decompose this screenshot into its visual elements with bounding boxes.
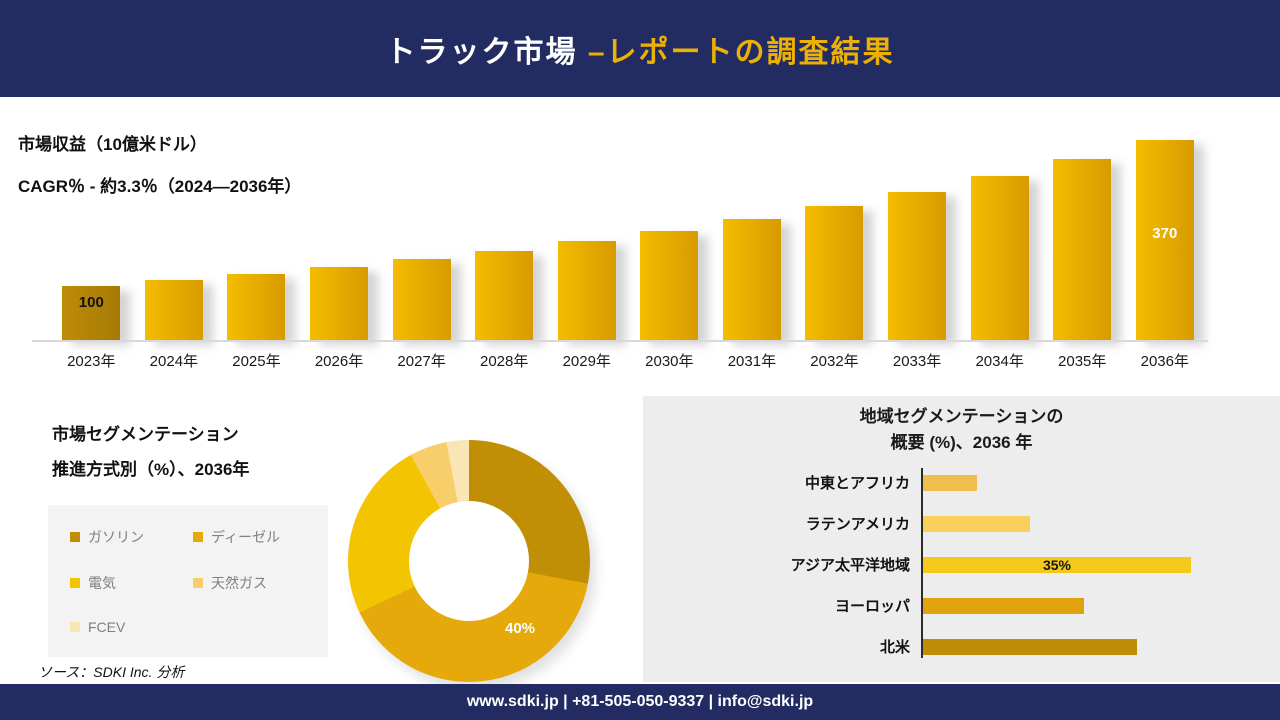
revenue-bar-column bbox=[545, 140, 628, 340]
legend-swatch bbox=[193, 532, 203, 542]
source-note: ソース：SDKI Inc. 分析 bbox=[38, 664, 185, 680]
legend-label: FCEV bbox=[88, 619, 126, 635]
x-axis-label: 2028年 bbox=[479, 353, 529, 370]
regional-title-line1: 地域セグメンテーションの bbox=[859, 407, 1064, 426]
revenue-bar-2032年 bbox=[805, 206, 864, 340]
page-title-gold: –レポートの調査結果 bbox=[587, 35, 895, 69]
region-row-ラテンアメリカ: ラテンアメリカ bbox=[660, 503, 1270, 544]
revenue-bar-column bbox=[876, 140, 959, 340]
revenue-bar-column bbox=[711, 140, 794, 340]
region-label: ラテンアメリカ bbox=[805, 516, 910, 533]
revenue-bar-column bbox=[298, 140, 381, 340]
region-bar-アジア太平洋地域: 35% bbox=[923, 556, 1191, 573]
revenue-bar-column: 370 bbox=[1124, 140, 1207, 340]
revenue-bar-column bbox=[463, 140, 546, 340]
donut-chart bbox=[348, 440, 590, 682]
regional-panel-background bbox=[643, 396, 1280, 682]
donut-legend: ガソリン ディーゼル電気 天然ガス FCEV bbox=[48, 505, 328, 657]
revenue-bar-column bbox=[628, 140, 711, 340]
revenue-bar-column bbox=[380, 140, 463, 340]
x-axis-labels: 2023年 2024年 2025年 2026年 2027年 2028年 2029年 2030年… bbox=[50, 350, 1206, 371]
legend-item-ガソリン: ガソリン bbox=[70, 527, 183, 547]
x-axis-label: 2027年 bbox=[397, 353, 446, 370]
region-label: ヨーロッパ bbox=[834, 598, 910, 615]
page-title-white: トラック市場 bbox=[385, 35, 588, 69]
region-label: アジア太平洋地域 bbox=[790, 557, 910, 574]
legend-item-ディーゼル: ディーゼル bbox=[193, 527, 306, 547]
revenue-bar-2034年 bbox=[970, 176, 1029, 340]
regional-bars: 中東とアフリカ ラテンアメリカアジア太平洋地域 35% ヨーロッパ北米 bbox=[660, 462, 1270, 667]
revenue-bar-column bbox=[215, 140, 298, 340]
revenue-bar-column bbox=[1041, 140, 1124, 340]
revenue-bar-column bbox=[133, 140, 216, 340]
region-bar-北米 bbox=[923, 638, 1137, 655]
x-axis-label: 2029年 bbox=[562, 353, 611, 370]
legend-swatch bbox=[70, 578, 80, 588]
region-bar-ラテンアメリカ bbox=[923, 515, 1030, 532]
region-row-アジア太平洋地域: アジア太平洋地域 35% bbox=[660, 544, 1270, 585]
region-label: 北米 bbox=[879, 639, 910, 656]
legend-label: 天然ガス bbox=[211, 575, 267, 591]
x-axis-label: 2032年 bbox=[810, 353, 859, 370]
regional-title-line2: 概要 (%)、2036 年 bbox=[890, 433, 1033, 452]
x-axis-label: 2036年 bbox=[1140, 353, 1189, 370]
footer-contact-text: www.sdki.jp | +81-505-050-9337 | info@sd… bbox=[466, 693, 814, 710]
x-axis-label: 2031年 bbox=[727, 353, 777, 370]
revenue-chart-title: 市場収益（10億米ドル） bbox=[18, 135, 207, 154]
donut-value-label: 40% bbox=[505, 620, 536, 637]
revenue-bar-2027年 bbox=[392, 259, 451, 340]
regional-y-axis-line bbox=[921, 468, 923, 658]
x-axis-label: 2033年 bbox=[892, 353, 942, 370]
revenue-bar-2025年 bbox=[227, 274, 286, 340]
revenue-bar-column: 100 bbox=[50, 140, 133, 340]
region-bar-ヨーロッパ bbox=[923, 597, 1084, 614]
region-label: 中東とアフリカ bbox=[804, 475, 910, 492]
header-banner: トラック市場 –レポートの調査結果 bbox=[0, 0, 1280, 97]
revenue-bar-2024年 bbox=[144, 280, 203, 340]
region-row-中東とアフリカ: 中東とアフリカ bbox=[660, 462, 1270, 503]
legend-item-FCEV: FCEV bbox=[70, 619, 183, 635]
legend-swatch bbox=[70, 532, 80, 542]
revenue-bar-2033年 bbox=[888, 192, 947, 340]
page-title: トラック市場 –レポートの調査結果 bbox=[385, 27, 894, 71]
x-axis-label: 2030年 bbox=[645, 353, 694, 370]
revenue-chart-cagr: CAGR％ - 約3.3％（2024―2036年） bbox=[18, 177, 302, 196]
revenue-bar-2029年 bbox=[557, 241, 616, 340]
revenue-bar-2031年 bbox=[722, 219, 781, 340]
legend-label: ガソリン bbox=[88, 529, 144, 545]
bar-value-label: 100 bbox=[78, 294, 104, 311]
legend-label: 電気 bbox=[88, 575, 116, 591]
legend-item-電気: 電気 bbox=[70, 573, 183, 593]
x-axis-label: 2024年 bbox=[149, 353, 199, 370]
x-axis-label: 2025年 bbox=[232, 353, 281, 370]
revenue-bar-2030年 bbox=[640, 231, 699, 340]
segmentation-title-line1: 市場セグメンテーション bbox=[52, 425, 239, 444]
x-axis-label: 2034年 bbox=[975, 353, 1024, 370]
legend-label: ディーゼル bbox=[211, 529, 281, 545]
footer-bar: www.sdki.jp | +81-505-050-9337 | info@sd… bbox=[0, 684, 1280, 720]
bar-value-label: 370 bbox=[1152, 225, 1178, 242]
legend-item-天然ガス: 天然ガス bbox=[193, 573, 306, 593]
revenue-bars: 100 370 bbox=[50, 140, 1206, 340]
revenue-bar-column bbox=[958, 140, 1041, 340]
x-axis-label: 2026年 bbox=[314, 353, 364, 370]
revenue-bar-2036年: 370 bbox=[1135, 140, 1194, 340]
region-bar-中東とアフリカ bbox=[923, 474, 977, 491]
x-axis-line bbox=[32, 340, 1208, 342]
segmentation-title-line2: 推進方式別（%）、2036年 bbox=[52, 460, 250, 479]
legend-swatch bbox=[193, 578, 203, 588]
revenue-bar-2035年 bbox=[1053, 159, 1112, 340]
revenue-bar-2026年 bbox=[310, 267, 369, 340]
revenue-bar-2023年: 100 bbox=[62, 286, 121, 340]
region-row-ヨーロッパ: ヨーロッパ bbox=[660, 585, 1270, 626]
revenue-bar-column bbox=[793, 140, 876, 340]
region-bar-value-label: 35% bbox=[1042, 556, 1072, 573]
region-row-北米: 北米 bbox=[660, 626, 1270, 667]
revenue-bar-2028年 bbox=[475, 251, 534, 340]
x-axis-label: 2023年 bbox=[67, 353, 116, 370]
legend-swatch bbox=[70, 622, 80, 632]
x-axis-label: 2035年 bbox=[1058, 353, 1107, 370]
